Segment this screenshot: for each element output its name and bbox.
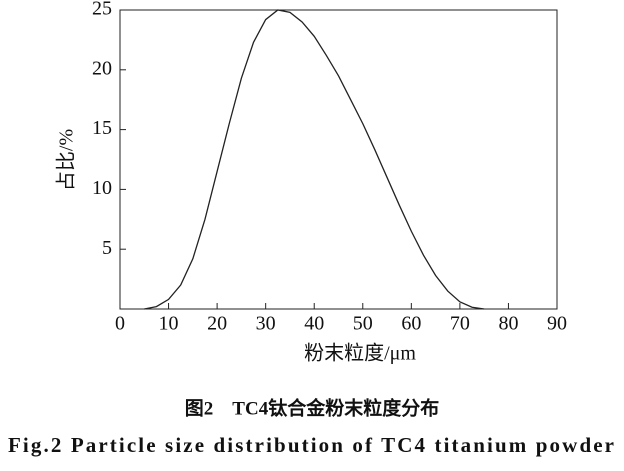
- caption-en: Fig.2 Particle size distribution of TC4 …: [8, 433, 614, 457]
- x-tick-label: 50: [353, 313, 373, 335]
- y-tick-label: 20: [92, 57, 112, 79]
- x-tick-label: 30: [256, 313, 276, 335]
- x-tick-label: 10: [159, 313, 179, 335]
- x-tick-label: 80: [498, 313, 518, 335]
- y-tick-label: 5: [102, 237, 112, 259]
- x-tick-label: 0: [115, 313, 125, 335]
- plot-frame: [119, 9, 558, 310]
- x-tick-label: 70: [450, 313, 470, 335]
- x-tick-label: 40: [304, 313, 324, 335]
- x-tick-label: 90: [547, 313, 567, 335]
- x-tick-label: 60: [401, 313, 421, 335]
- curve: [144, 9, 485, 310]
- y-tick-label: 25: [92, 0, 112, 20]
- y-tick-label: 10: [92, 177, 112, 199]
- x-axis-label: 粉末粒度/μm: [304, 342, 416, 365]
- y-axis-label: 占比/%: [55, 129, 78, 191]
- y-tick-label: 15: [92, 117, 112, 139]
- caption: 图2 TC4钛合金粉末粒度分布: [185, 396, 439, 419]
- x-tick-label: 20: [207, 313, 227, 335]
